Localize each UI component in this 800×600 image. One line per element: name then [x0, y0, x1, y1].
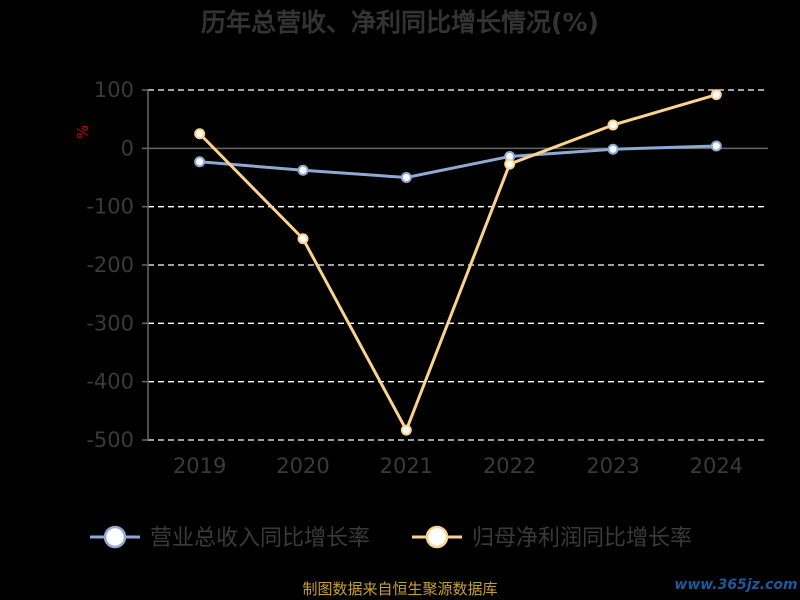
chart-title: 历年总营收、净利同比增长情况(%)	[201, 8, 599, 37]
data-point	[607, 143, 619, 155]
x-tick-label: 2021	[380, 454, 433, 478]
y-axis-unit: %	[74, 125, 92, 139]
y-tick-label: -200	[86, 253, 134, 277]
y-tick-label: 0	[121, 136, 134, 160]
series-layer	[194, 89, 722, 436]
data-point	[297, 233, 309, 245]
data-point	[504, 158, 516, 170]
legend-label: 营业总收入同比增长率	[150, 526, 370, 551]
gridlines	[148, 89, 768, 441]
data-point	[607, 119, 619, 131]
x-tick-label: 2020	[276, 454, 329, 478]
source-note: 制图数据来自恒生聚源数据库	[302, 580, 497, 598]
data-point	[710, 140, 722, 152]
x-tick-label: 2022	[483, 454, 536, 478]
data-point	[194, 128, 206, 140]
watermark: www.365jz.com	[674, 577, 797, 593]
y-tick-label: -300	[86, 311, 134, 335]
x-axis-ticks: 2019 2020 2021 2022 2023 2024	[173, 454, 743, 478]
series-line-1	[199, 144, 717, 179]
series-line-2	[198, 93, 717, 432]
data-point	[297, 164, 309, 176]
y-tick-label: -100	[86, 195, 134, 219]
data-point	[400, 172, 412, 183]
x-tick-label: 2023	[586, 454, 639, 478]
legend: 营业总收入同比增长率 归母净利润同比增长率	[90, 525, 692, 551]
y-tick-label: -400	[86, 370, 134, 394]
x-tick-label: 2024	[690, 454, 743, 478]
data-point	[710, 89, 722, 101]
legend-marker	[103, 525, 127, 549]
data-point	[194, 156, 206, 168]
legend-label: 归母净利润同比增长率	[472, 526, 692, 551]
y-axis-ticks: 100 0 -100 -200 -300 -400 -500	[86, 78, 148, 452]
legend-marker	[425, 525, 449, 549]
y-tick-label: -500	[86, 428, 134, 452]
data-point	[400, 424, 412, 436]
x-tick-label: 2019	[173, 454, 226, 478]
y-tick-label: 100	[94, 78, 134, 102]
